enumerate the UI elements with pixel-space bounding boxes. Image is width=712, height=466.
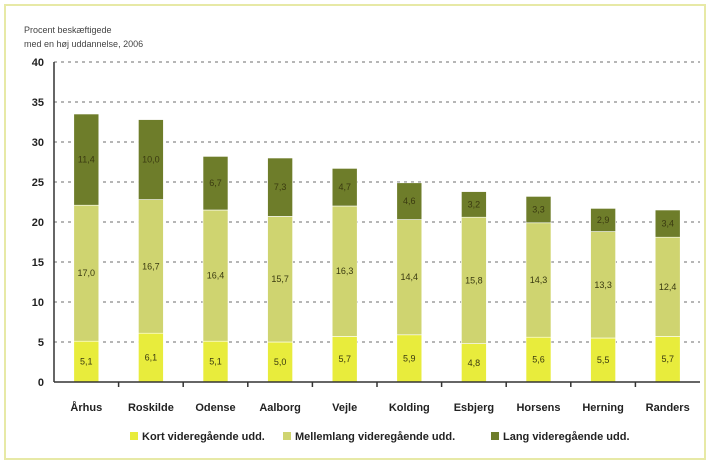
x-axis: Århus Roskilde Odense Aalborg Vejle Kolding Es… <box>53 62 700 414</box>
legend-swatch-series-0 <box>130 432 138 440</box>
x-category-label-Odense: Odense <box>195 402 235 414</box>
bar-Horsens-series-2 <box>525 196 552 224</box>
bar-Aalborg-series-1 <box>267 216 293 343</box>
bar-Aalborg-series-2 <box>267 157 293 217</box>
bar-Roskilde-series-2 <box>138 119 164 200</box>
data-label-Horsens-series-0: 5,6 <box>532 355 545 365</box>
bar-Odense-series-0 <box>202 340 229 383</box>
data-label-Århus-series-2: 11,4 <box>78 155 95 165</box>
data-label-Aalborg-series-0: 5,0 <box>274 357 287 367</box>
legend-label-series-0: Kort videregående udd. <box>142 431 265 443</box>
data-label-Odense-series-1: 16,4 <box>207 271 225 281</box>
bar-Esbjerg-series-1 <box>461 216 487 344</box>
data-label-Herning-series-0: 5,5 <box>597 355 610 365</box>
y-tick-label-30: 30 <box>32 137 44 149</box>
data-label-Odense-series-0: 5,1 <box>209 357 222 367</box>
data-label-Vejle-series-0: 5,7 <box>338 354 351 364</box>
data-label-Roskilde-series-1: 16,7 <box>142 261 160 271</box>
x-category-label-Horsens: Horsens <box>516 402 560 414</box>
bar-Roskilde-series-1 <box>138 199 164 334</box>
data-label-Esbjerg-series-0: 4,8 <box>468 358 481 368</box>
x-category-label-Randers: Randers <box>646 402 690 414</box>
bar-Roskilde-series-0 <box>138 332 164 383</box>
x-category-label-Vejle: Vejle <box>332 402 357 414</box>
bar-Esbjerg-series-2 <box>461 191 487 218</box>
bar-Aalborg-series-0 <box>267 341 293 383</box>
data-label-Vejle-series-1: 16,3 <box>336 266 354 276</box>
y-axis-label-line-2: med en høj uddannelse, 2006 <box>24 39 143 49</box>
data-label-Randers-series-1: 12,4 <box>659 282 677 292</box>
bar-Vejle-series-1 <box>331 205 358 337</box>
data-label-Horsens-series-2: 3,3 <box>532 205 545 215</box>
y-tick-label-35: 35 <box>32 97 44 109</box>
y-axis-label-line-1: Procent beskæftigede <box>24 25 112 35</box>
data-label-Århus-series-1: 17,0 <box>78 268 96 278</box>
data-label-Odense-series-2: 6,7 <box>209 178 222 188</box>
bar-Vejle-series-2 <box>331 168 358 207</box>
data-label-Roskilde-series-0: 6,1 <box>145 353 158 363</box>
x-category-label-Århus: Århus <box>70 401 102 414</box>
data-label-Herning-series-1: 13,3 <box>594 280 612 290</box>
legend-swatch-series-2 <box>491 432 499 440</box>
y-tick-label-5: 5 <box>38 337 44 349</box>
data-label-Kolding-series-1: 14,4 <box>401 272 419 282</box>
stacked-bar-chart: Procent beskæftigede med en høj uddannel… <box>24 25 700 443</box>
y-tick-label-20: 20 <box>32 217 44 229</box>
x-category-label-Roskilde: Roskilde <box>128 402 174 414</box>
data-label-Vejle-series-2: 4,7 <box>338 182 351 192</box>
y-tick-label-0: 0 <box>38 377 44 389</box>
bar-Odense-series-1 <box>202 209 229 342</box>
data-label-Horsens-series-1: 14,3 <box>530 275 548 285</box>
bar-Kolding-series-1 <box>396 219 423 336</box>
data-label-Herning-series-2: 2,9 <box>597 215 610 225</box>
data-label-Esbjerg-series-2: 3,2 <box>468 199 481 209</box>
y-axis-ticks: 0 5 10 15 20 25 30 35 40 <box>32 57 44 389</box>
bar-Kolding-series-2 <box>396 182 423 220</box>
bar-Horsens-series-0 <box>525 336 552 383</box>
bar-Herning-series-1 <box>590 231 616 339</box>
bar-Randers-series-2 <box>654 209 681 238</box>
y-tick-label-40: 40 <box>32 57 44 69</box>
bar-Århus-series-2 <box>73 113 100 206</box>
data-label-Kolding-series-2: 4,6 <box>403 196 416 206</box>
y-tick-label-25: 25 <box>32 177 44 189</box>
x-category-label-Kolding: Kolding <box>389 402 430 414</box>
bar-Horsens-series-1 <box>525 222 552 338</box>
x-category-label-Aalborg: Aalborg <box>259 402 301 414</box>
data-label-Randers-series-2: 3,4 <box>661 219 674 229</box>
y-tick-label-15: 15 <box>32 257 44 269</box>
legend-label-series-2: Lang videregående udd. <box>503 431 630 443</box>
bar-Århus-series-0 <box>73 340 100 383</box>
bar-Vejle-series-0 <box>331 336 358 383</box>
chart-frame: Procent beskæftigede med en høj uddannel… <box>4 4 706 460</box>
data-label-Randers-series-0: 5,7 <box>661 354 674 364</box>
data-label-Aalborg-series-2: 7,3 <box>274 182 287 192</box>
bar-Kolding-series-0 <box>396 334 423 383</box>
data-label-Roskilde-series-2: 10,0 <box>142 155 160 165</box>
y-tick-label-10: 10 <box>32 297 44 309</box>
legend: Kort videregående udd. Mellemlang videreg… <box>130 431 630 443</box>
bar-Herning-series-2 <box>590 208 616 232</box>
x-category-label-Herning: Herning <box>582 402 624 414</box>
data-label-Kolding-series-0: 5,9 <box>403 353 416 363</box>
bar-Odense-series-2 <box>202 156 229 211</box>
data-label-Esbjerg-series-1: 15,8 <box>465 275 483 285</box>
bars: 5,1 17,0 11,4 6,1 16,7 10,0 5,1 16,4 6,7 5,0 15,7 7… <box>73 113 681 383</box>
legend-swatch-series-1 <box>283 432 291 440</box>
data-label-Aalborg-series-1: 15,7 <box>271 274 289 284</box>
data-label-Århus-series-0: 5,1 <box>80 357 93 367</box>
bar-Herning-series-0 <box>590 337 616 383</box>
legend-label-series-1: Mellemlang videregående udd. <box>295 431 455 443</box>
x-category-label-Esbjerg: Esbjerg <box>454 402 494 414</box>
